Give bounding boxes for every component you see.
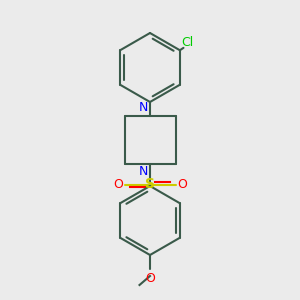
Text: O: O (113, 178, 123, 191)
Text: O: O (145, 272, 155, 284)
Text: S: S (145, 178, 155, 191)
Text: O: O (177, 178, 187, 191)
Text: Cl: Cl (182, 36, 194, 49)
Text: N: N (139, 101, 148, 114)
Text: N: N (139, 165, 148, 178)
